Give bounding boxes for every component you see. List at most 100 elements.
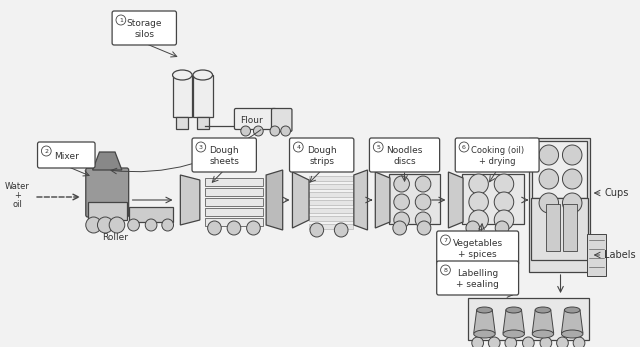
Bar	[309, 200, 353, 205]
Bar	[309, 224, 353, 229]
Polygon shape	[503, 310, 524, 333]
FancyBboxPatch shape	[88, 202, 127, 220]
Ellipse shape	[193, 70, 212, 80]
Circle shape	[539, 145, 559, 165]
FancyBboxPatch shape	[112, 11, 177, 45]
Circle shape	[393, 221, 406, 235]
Circle shape	[293, 142, 303, 152]
Bar	[205, 178, 263, 186]
Text: 5: 5	[376, 144, 380, 150]
Circle shape	[540, 337, 552, 347]
Text: Roller: Roller	[102, 232, 128, 242]
Text: Vegetables
+ spices: Vegetables + spices	[452, 239, 502, 259]
Text: 2: 2	[44, 149, 48, 153]
Circle shape	[417, 221, 431, 235]
Text: Cups: Cups	[604, 188, 628, 198]
FancyBboxPatch shape	[531, 198, 588, 260]
Bar	[309, 208, 353, 213]
Circle shape	[86, 217, 101, 233]
Bar	[205, 208, 263, 216]
Bar	[205, 198, 263, 206]
Circle shape	[270, 126, 280, 136]
Ellipse shape	[477, 307, 492, 313]
Text: 4: 4	[296, 144, 300, 150]
Circle shape	[539, 193, 559, 213]
Text: Dough
sheets: Dough sheets	[209, 146, 239, 166]
FancyBboxPatch shape	[289, 138, 354, 172]
Circle shape	[42, 146, 51, 156]
FancyBboxPatch shape	[455, 138, 539, 172]
Ellipse shape	[561, 330, 583, 338]
Circle shape	[116, 15, 125, 25]
Circle shape	[440, 235, 451, 245]
Circle shape	[522, 337, 534, 347]
Circle shape	[97, 217, 113, 233]
Text: Noodles
discs: Noodles discs	[387, 146, 423, 166]
FancyBboxPatch shape	[436, 231, 518, 265]
FancyBboxPatch shape	[177, 117, 188, 129]
Circle shape	[241, 126, 250, 136]
Text: 7: 7	[444, 237, 447, 243]
Bar	[309, 176, 353, 181]
Polygon shape	[375, 172, 390, 228]
Circle shape	[246, 221, 260, 235]
Bar	[205, 188, 263, 196]
Text: 8: 8	[444, 268, 447, 272]
Ellipse shape	[173, 70, 192, 80]
Circle shape	[227, 221, 241, 235]
Circle shape	[563, 145, 582, 165]
Bar	[309, 216, 353, 221]
Circle shape	[415, 212, 431, 228]
Polygon shape	[266, 170, 283, 230]
Circle shape	[334, 223, 348, 237]
Ellipse shape	[535, 307, 551, 313]
FancyBboxPatch shape	[192, 138, 257, 172]
Polygon shape	[292, 172, 309, 228]
Circle shape	[563, 169, 582, 189]
Circle shape	[488, 337, 500, 347]
Bar	[309, 184, 353, 189]
Ellipse shape	[503, 330, 524, 338]
Circle shape	[145, 219, 157, 231]
Text: Cooking (oil)
+ drying: Cooking (oil) + drying	[470, 146, 524, 166]
Ellipse shape	[506, 307, 522, 313]
Circle shape	[459, 142, 469, 152]
Text: Water
+
oil: Water + oil	[5, 181, 30, 209]
Text: 3: 3	[199, 144, 203, 150]
FancyBboxPatch shape	[563, 204, 577, 251]
Circle shape	[394, 194, 410, 210]
Polygon shape	[449, 172, 463, 228]
Circle shape	[281, 126, 291, 136]
FancyBboxPatch shape	[173, 75, 192, 117]
Polygon shape	[93, 152, 122, 170]
Circle shape	[494, 174, 514, 194]
Circle shape	[494, 210, 514, 230]
Circle shape	[373, 142, 383, 152]
FancyBboxPatch shape	[532, 141, 587, 198]
Circle shape	[128, 219, 140, 231]
FancyBboxPatch shape	[389, 174, 440, 224]
Circle shape	[494, 192, 514, 212]
Circle shape	[109, 217, 125, 233]
FancyBboxPatch shape	[546, 204, 559, 251]
FancyBboxPatch shape	[129, 207, 173, 222]
Text: Flour: Flour	[240, 116, 263, 125]
Text: Labels: Labels	[604, 250, 636, 260]
Text: Storage
silos: Storage silos	[127, 19, 162, 39]
Circle shape	[207, 221, 221, 235]
Circle shape	[253, 126, 263, 136]
FancyBboxPatch shape	[462, 174, 524, 224]
Polygon shape	[354, 170, 367, 230]
FancyBboxPatch shape	[436, 261, 518, 295]
Text: 1: 1	[119, 17, 123, 23]
Circle shape	[394, 176, 410, 192]
Text: Dough
strips: Dough strips	[307, 146, 337, 166]
Circle shape	[415, 176, 431, 192]
Circle shape	[469, 210, 488, 230]
Polygon shape	[474, 310, 495, 333]
FancyBboxPatch shape	[369, 138, 440, 172]
Circle shape	[310, 223, 324, 237]
FancyBboxPatch shape	[587, 234, 606, 276]
Circle shape	[469, 192, 488, 212]
FancyBboxPatch shape	[86, 168, 129, 217]
